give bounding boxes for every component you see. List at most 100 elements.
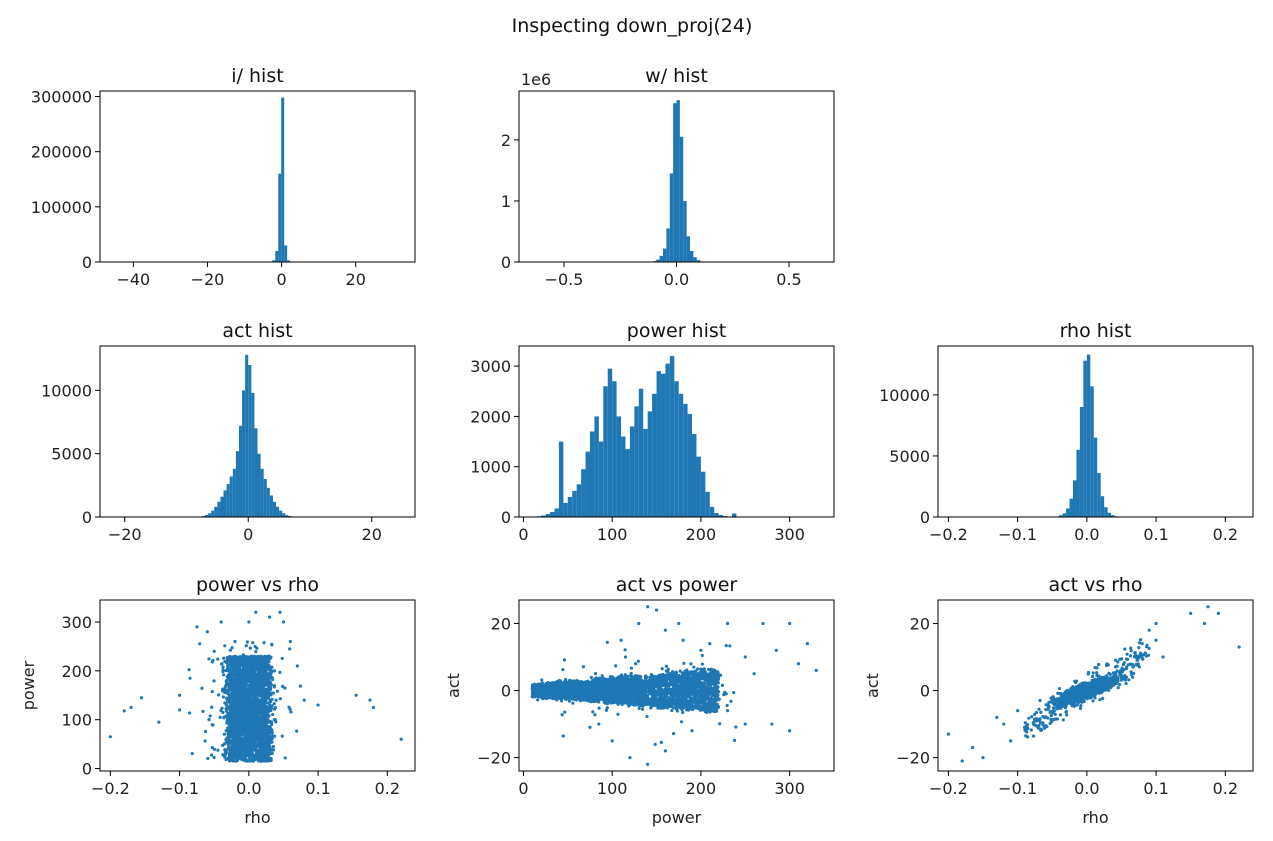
histogram-bar [1111,515,1115,517]
x-tick-label: 0.2 [1213,525,1238,544]
histogram-bar [281,97,285,262]
y-tick-label: 0 [920,508,930,527]
scatter-point [271,691,275,695]
y-tick-label: 200000 [31,143,92,162]
histogram-bar [638,388,644,517]
scatter-point [254,711,258,715]
histogram-bar [217,501,221,517]
scatter-point [233,714,237,718]
scatter-point [242,724,246,729]
scatter-point [226,740,230,744]
histogram-bar [686,236,690,262]
histogram-bar [625,449,630,517]
histogram-bar [1104,507,1108,517]
scatter-point [248,726,252,730]
scatter-point [254,610,258,614]
scatter-point [227,712,231,717]
subplot-title: act hist [222,320,292,342]
scatter-point [253,730,257,734]
scatter-point [226,655,230,660]
scatter-point [210,753,214,757]
scatter-point [266,695,270,699]
x-tick-label: 20 [346,270,366,289]
scatter-point [108,735,112,739]
scatter-point [272,701,276,706]
x-tick-label: −0.1 [160,779,199,798]
scatter-point [210,705,214,709]
histogram-bar [245,354,249,517]
scatter-point [245,731,249,736]
y-tick-label: 3000 [470,357,511,376]
x-tick-label: −0.1 [998,525,1037,544]
scatter-point [316,703,320,707]
scatter-point [273,718,277,722]
subplot-title: power hist [627,320,726,342]
scatter-point [234,759,238,763]
scatter-point [232,682,236,686]
scatter-point [265,665,269,669]
scatter-point [234,700,238,705]
scatter-point [242,736,246,740]
scatter-point [298,684,302,688]
scatter-point [263,732,267,736]
histogram-bar [278,173,282,262]
scatter-point [235,678,239,682]
y-tick-label: 0 [501,508,511,527]
scatter-point [254,705,258,710]
histogram-bar [282,513,286,517]
scatter-point [263,697,267,702]
scatter-point [205,630,209,634]
axes-frame [937,345,1254,518]
x-tick-label: 0.0 [1074,525,1099,544]
scatter-point [241,695,245,699]
histogram-bar [683,200,687,262]
scatter-point [232,655,236,659]
y-tick-label: 200 [61,662,92,681]
scatter-point [247,700,251,704]
scatter-point [178,708,182,712]
scatter-point [241,744,246,748]
histogram-bar [287,260,291,262]
scatter-point [248,751,252,756]
histogram-bar [211,510,215,517]
scatter-point [235,754,239,759]
scatter-point [212,747,217,751]
scatter-point [228,648,232,652]
histogram-bar [1069,498,1073,517]
scatter-point [222,656,226,660]
scatter-point [280,656,284,661]
x-tick-label: 300 [774,525,805,544]
histogram-bar [229,476,233,517]
scatter-point [251,719,255,723]
scatter-point [268,740,272,744]
scatter-point [265,712,269,716]
scatter-point [261,661,266,665]
scatter-point [260,702,264,706]
scatter-point [249,677,253,681]
histogram-bar [643,428,648,517]
axes-frame [99,90,416,263]
y-tick-label: 300 [61,613,92,632]
scatter-point [271,712,275,717]
histogram-bar [1062,513,1067,517]
scatter-point [237,700,241,704]
scatter-point [265,730,269,734]
histogram-bar [572,490,577,517]
scatter-point [262,720,266,724]
scatter-point [258,705,262,709]
scatter-point [253,701,257,705]
scatter-point [368,698,372,702]
scatter-point [254,735,259,740]
scatter-point [248,674,252,678]
histogram-bar [669,173,674,262]
y-tick-label: 300000 [31,88,92,107]
histogram-bar [284,245,288,262]
scatter-point [283,756,287,760]
scatter-point [243,670,248,674]
scatter-point [302,698,306,702]
scatter-point [243,676,247,680]
scatter-point [253,714,257,719]
scatter-point [265,661,269,665]
x-tick-label: −20 [108,525,142,544]
histogram-bar [232,468,236,517]
